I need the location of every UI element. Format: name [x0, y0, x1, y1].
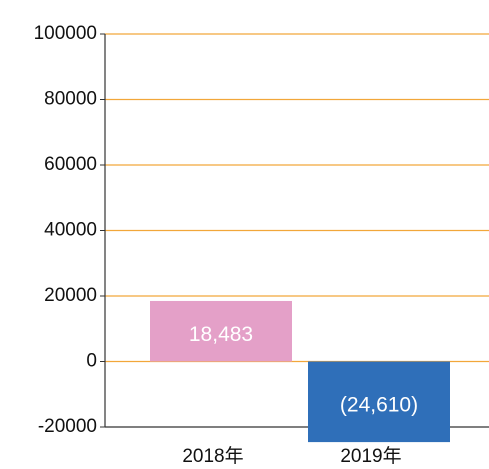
y-tick-label: 60000 — [44, 154, 97, 175]
value-label: 18,483 — [189, 323, 253, 346]
x-tick-label: 2018年 — [182, 445, 243, 467]
y-tick-label: 0 — [86, 351, 97, 372]
value-label: (24,610) — [340, 393, 418, 416]
y-tick-label: 20000 — [44, 285, 97, 306]
y-tick-label: 40000 — [44, 220, 97, 241]
y-tick-label: -20000 — [38, 416, 97, 437]
y-tick-label: 80000 — [44, 89, 97, 110]
x-tick-label: 2019年 — [340, 445, 401, 467]
bar — [308, 361, 450, 443]
y-tick-label: 100000 — [34, 23, 97, 44]
bar — [150, 300, 292, 362]
